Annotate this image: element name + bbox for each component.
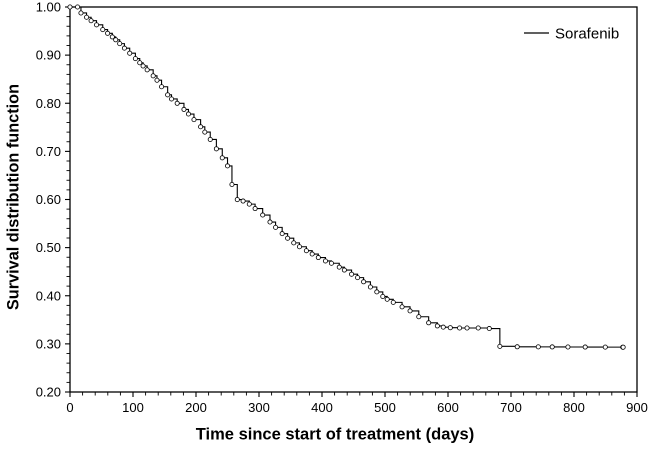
svg-text:0.80: 0.80 bbox=[36, 96, 61, 111]
svg-text:900: 900 bbox=[626, 400, 648, 415]
svg-text:0: 0 bbox=[66, 400, 73, 415]
svg-text:0.20: 0.20 bbox=[36, 385, 61, 400]
svg-text:0.30: 0.30 bbox=[36, 336, 61, 351]
svg-text:700: 700 bbox=[500, 400, 522, 415]
svg-text:300: 300 bbox=[248, 400, 270, 415]
svg-text:800: 800 bbox=[563, 400, 585, 415]
svg-text:0.70: 0.70 bbox=[36, 144, 61, 159]
svg-text:100: 100 bbox=[122, 400, 144, 415]
svg-text:200: 200 bbox=[185, 400, 207, 415]
svg-text:0.50: 0.50 bbox=[36, 240, 61, 255]
svg-text:Sorafenib: Sorafenib bbox=[555, 26, 619, 43]
svg-text:0.60: 0.60 bbox=[36, 192, 61, 207]
svg-text:500: 500 bbox=[374, 400, 396, 415]
svg-text:0.40: 0.40 bbox=[36, 288, 61, 303]
svg-text:600: 600 bbox=[437, 400, 459, 415]
svg-text:400: 400 bbox=[311, 400, 333, 415]
svg-text:1.00: 1.00 bbox=[36, 0, 61, 15]
svg-text:0.90: 0.90 bbox=[36, 48, 61, 63]
